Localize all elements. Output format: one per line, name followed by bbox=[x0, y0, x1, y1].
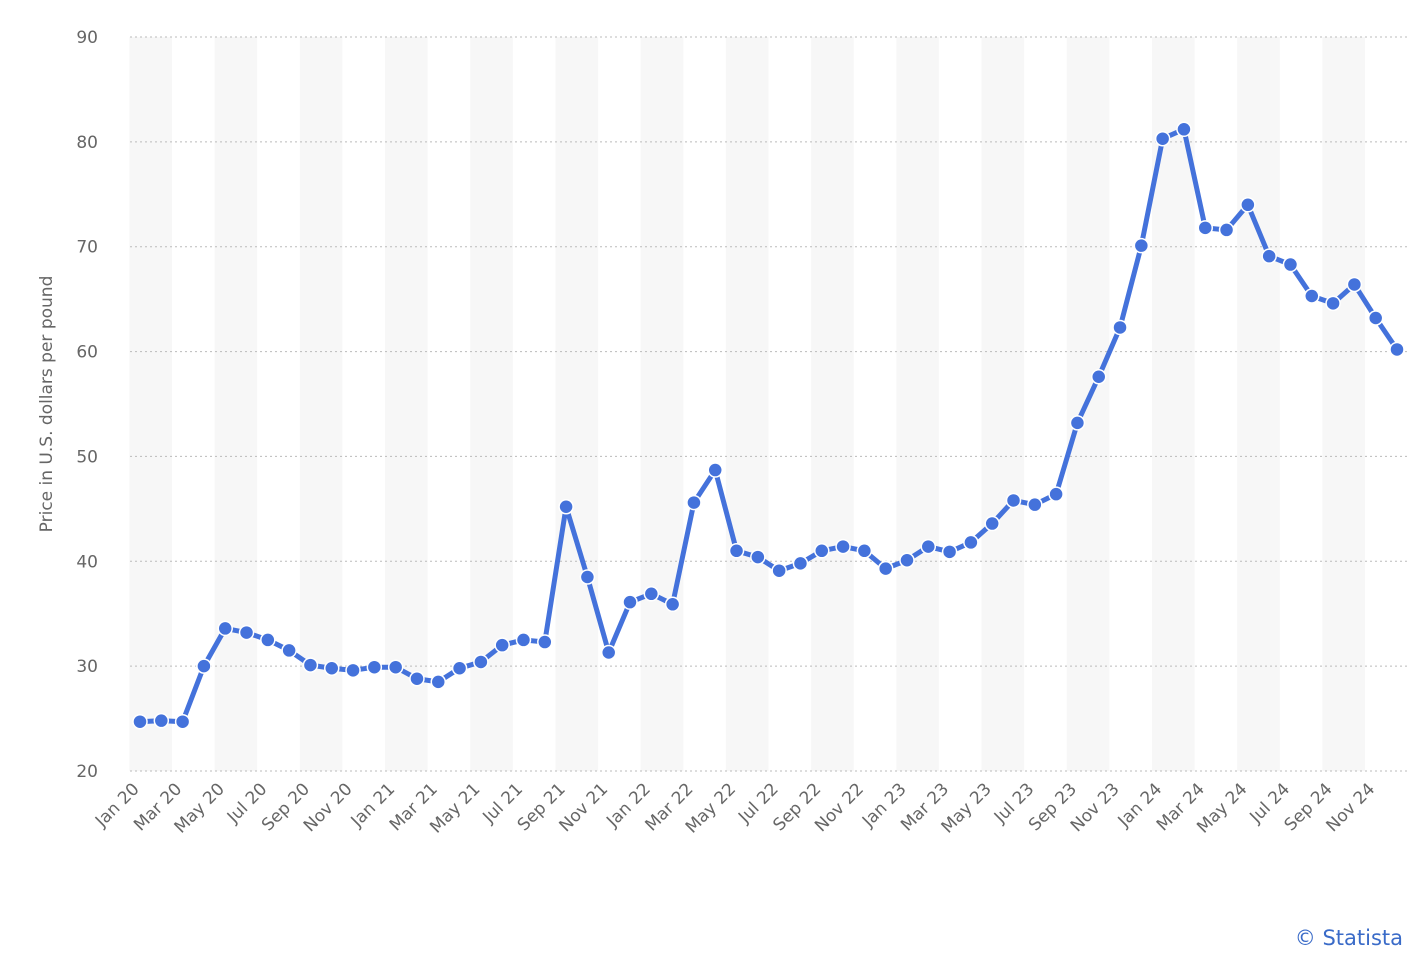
y-axis-label: Price in U.S. dollars per pound bbox=[37, 276, 57, 533]
y-tick-label: 90 bbox=[76, 28, 98, 48]
y-tick-label: 60 bbox=[76, 343, 98, 363]
point bbox=[494, 637, 510, 653]
point bbox=[728, 543, 745, 559]
point bbox=[1389, 341, 1405, 358]
credit[interactable]: © Statista bbox=[1295, 926, 1403, 950]
point bbox=[132, 713, 148, 730]
point bbox=[1197, 220, 1214, 236]
point bbox=[1240, 197, 1256, 213]
band bbox=[214, 37, 258, 771]
point bbox=[558, 499, 574, 515]
point bbox=[345, 662, 361, 679]
point bbox=[835, 538, 851, 555]
band bbox=[896, 37, 939, 771]
point bbox=[920, 538, 937, 555]
point bbox=[1027, 496, 1043, 513]
band bbox=[640, 37, 684, 771]
point bbox=[1367, 310, 1384, 326]
y-tick-label: 30 bbox=[76, 657, 98, 677]
point bbox=[1048, 486, 1064, 502]
point bbox=[1133, 237, 1150, 254]
point bbox=[707, 462, 723, 478]
band bbox=[725, 37, 769, 771]
band bbox=[385, 37, 428, 771]
band bbox=[981, 37, 1025, 771]
point bbox=[1261, 248, 1277, 264]
point bbox=[941, 544, 958, 560]
point bbox=[323, 660, 340, 676]
x-tick-label: Nov 20 bbox=[300, 779, 357, 836]
point bbox=[899, 552, 915, 568]
y-tick-label: 50 bbox=[76, 447, 98, 467]
band bbox=[299, 37, 343, 771]
point bbox=[1304, 288, 1320, 304]
band bbox=[129, 37, 172, 771]
point bbox=[387, 659, 404, 675]
point bbox=[1176, 121, 1192, 138]
point bbox=[1282, 256, 1299, 273]
point bbox=[686, 494, 702, 511]
x-tick-label: Nov 24 bbox=[1323, 779, 1380, 836]
y-tick-label: 70 bbox=[76, 238, 98, 258]
point bbox=[537, 634, 553, 650]
point bbox=[1090, 368, 1107, 385]
x-tick-label: Nov 22 bbox=[811, 779, 868, 836]
point bbox=[473, 654, 489, 670]
point bbox=[984, 515, 1000, 532]
point bbox=[281, 642, 297, 659]
point bbox=[643, 586, 660, 602]
point bbox=[664, 596, 681, 613]
y-tick-label: 80 bbox=[76, 133, 98, 153]
point bbox=[409, 670, 425, 687]
point bbox=[153, 712, 170, 729]
point bbox=[238, 624, 255, 641]
band bbox=[555, 37, 599, 771]
point bbox=[1112, 319, 1128, 336]
point bbox=[1346, 276, 1363, 293]
point bbox=[366, 659, 383, 675]
point bbox=[877, 560, 894, 577]
point bbox=[260, 632, 276, 648]
point bbox=[814, 543, 830, 559]
point bbox=[856, 543, 873, 559]
point bbox=[792, 555, 809, 572]
point bbox=[750, 549, 766, 565]
y-tick-label: 20 bbox=[76, 762, 98, 782]
point bbox=[430, 674, 447, 690]
band bbox=[1322, 37, 1366, 771]
point bbox=[1325, 295, 1341, 312]
point bbox=[217, 620, 233, 637]
point bbox=[1069, 415, 1086, 431]
point bbox=[963, 534, 979, 551]
point bbox=[196, 658, 212, 674]
point bbox=[174, 713, 191, 730]
band bbox=[811, 37, 854, 771]
point bbox=[302, 657, 319, 673]
x-tick-label: Nov 21 bbox=[556, 779, 613, 836]
point bbox=[1218, 222, 1235, 238]
point bbox=[579, 569, 596, 585]
band bbox=[1237, 37, 1280, 771]
point bbox=[515, 632, 532, 648]
point bbox=[1005, 492, 1022, 509]
x-tick-label: Nov 23 bbox=[1067, 779, 1124, 836]
point bbox=[600, 644, 617, 661]
background-bands bbox=[129, 37, 1366, 771]
point bbox=[1154, 130, 1171, 147]
point bbox=[622, 594, 638, 610]
y-tick-label: 40 bbox=[76, 552, 98, 572]
point bbox=[771, 562, 787, 579]
point bbox=[451, 660, 468, 676]
